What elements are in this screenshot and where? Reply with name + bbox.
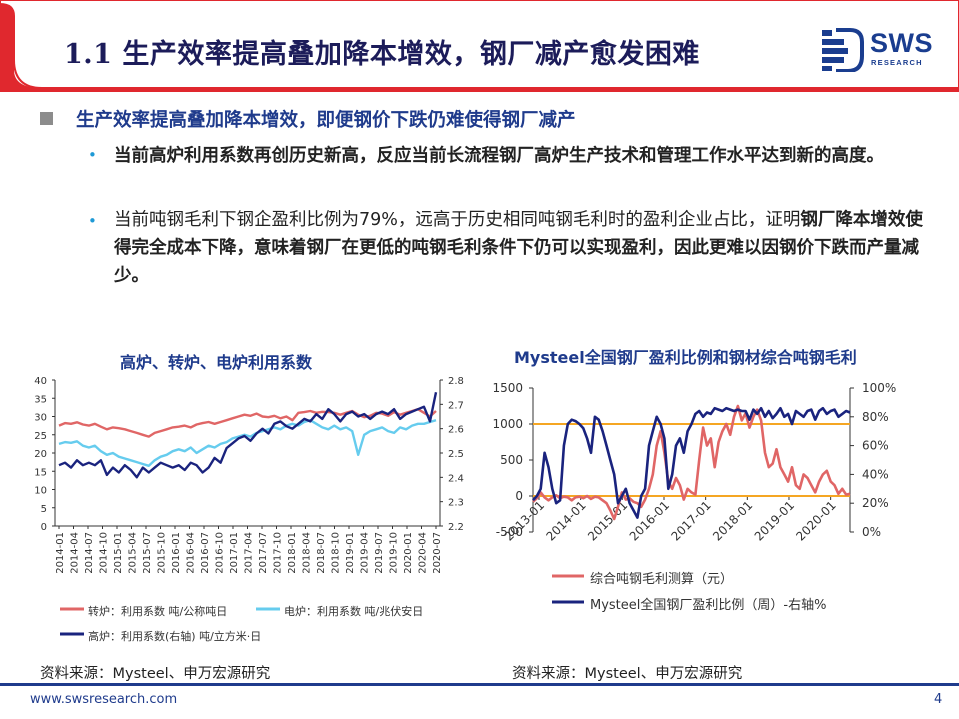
title-decoration — [0, 0, 959, 92]
chart-1-series-line-2 — [58, 391, 438, 479]
legend-swatch-eaf-wrap — [256, 607, 280, 611]
chart-2-x-tick-label: 2018-01 — [710, 498, 755, 543]
chart-2-x-tick-label: 2020-01 — [793, 498, 838, 543]
chart-2-source: 资料来源：Mysteel、申万宏源研究 — [512, 666, 743, 682]
chart-1-x-tick-label: 2014-07 — [84, 532, 95, 574]
chart-1-left-tick-label: 35 — [34, 394, 47, 405]
chart-2-right-tick-label: 80% — [862, 410, 889, 424]
bullet-1-bold: 当前高炉利用系数再创历史新高，反应当前长流程钢厂高炉生产技术和管理工作水平达到新… — [114, 146, 884, 166]
chart-1-x-tick-label: 2020-07 — [432, 532, 443, 574]
chart-2-right-tick-label: 60% — [862, 439, 889, 453]
chart-1-left-tick-label: 30 — [34, 413, 47, 424]
chart-2-right-tick-label: 100% — [862, 381, 896, 395]
chart-1-x-tick-label: 2018-04 — [302, 532, 313, 574]
chart-1-x-tick-label: 2016-10 — [215, 532, 226, 574]
chart-2-left-tick-label: 1500 — [492, 381, 523, 395]
chart-1-x-tick-label: 2017-07 — [258, 532, 269, 574]
chart-2-right-tick-label: 40% — [862, 467, 889, 481]
bullet-2-bold: 钢厂降本增效使得完全成本下降，意味着钢厂在更低的吨钢毛利条件下仍可以实现盈利，因… — [114, 210, 923, 286]
chart-1-series-line-1 — [58, 419, 437, 468]
chart-2-left-tick-label: 1000 — [492, 417, 523, 431]
chart-1-right-tick-label: 2.6 — [448, 425, 464, 436]
chart-2-x-tick-label: 2019-01 — [752, 498, 797, 543]
chart-1-legend-swatches — [60, 607, 84, 636]
chart-1-x-tick-label: 2018-07 — [316, 532, 327, 574]
chart-1-x-tick-label: 2015-01 — [113, 532, 124, 574]
chart-1-x-tick-label: 2019-01 — [345, 532, 356, 574]
chart-1-left-tick-label: 10 — [34, 486, 47, 497]
chart-2-right-tick-label: 0% — [862, 525, 881, 539]
chart-1-right-tick-label: 2.2 — [448, 522, 464, 533]
chart-1-x-tick-label: 2018-01 — [287, 532, 298, 574]
chart-1-x-tick-label: 2016-04 — [186, 532, 197, 574]
chart-1-x-tick-label: 2019-04 — [360, 532, 371, 574]
chart-1-x-tick-label: 2014-04 — [70, 532, 81, 574]
chart-1-right-tick-label: 2.7 — [448, 400, 464, 411]
chart-1-x-tick-label: 2020-01 — [403, 532, 414, 574]
chart-1-x-tick-label: 2017-04 — [244, 532, 255, 574]
chart-1-x-tick-label: 2015-07 — [142, 532, 153, 574]
chart-2-x-tick-label: 2016-01 — [627, 498, 672, 543]
chart-1-x-tick-label: 2019-07 — [374, 532, 385, 574]
chart-2-x-tick-label: 2013-01 — [502, 498, 547, 543]
chart-2-left-tick-label: 0 — [515, 489, 523, 503]
slide-title: 1.1 生产效率提高叠加降本增效，钢厂减产愈发困难 — [64, 39, 700, 70]
chart-1-right-tick-label: 2.4 — [448, 473, 464, 484]
page-number: 4 — [934, 692, 943, 707]
chart-1-left-tick-label: 25 — [34, 431, 47, 442]
chart-1-x-tick-label: 2016-01 — [171, 532, 182, 574]
chart-1-x-tick-label: 2014-01 — [55, 532, 66, 574]
chart-1-left-tick-label: 20 — [34, 449, 47, 460]
bullet-dot-icon: • — [88, 212, 97, 230]
chart-1-x-tick-label: 2017-01 — [229, 532, 240, 574]
chart-1-right-tick-label: 2.8 — [448, 376, 464, 387]
chart-1-x-tick-label: 2015-04 — [128, 532, 139, 574]
chart-1-x-tick-label: 2019-10 — [389, 532, 400, 574]
chart-2-svg: -500 0 500 1000 1500 0% 20% 40% 60% 80% 100% 2013-0… — [492, 381, 896, 544]
sws-logo-icon — [822, 28, 864, 73]
chart-2-right-tick-label: 20% — [862, 496, 889, 510]
chart-1-x-tick-label: 2017-10 — [273, 532, 284, 574]
legend-label-eaf: 电炉：利用系数 吨/兆伏安日 — [284, 605, 424, 618]
bullet-2-text: 当前吨钢毛利下钢企盈利比例为79%，远高于历史相同吨钢毛利时的盈利企业占比，证明… — [114, 206, 924, 290]
legend-label-ratio: Mysteel全国钢厂盈利比例（周）-右轴% — [590, 598, 827, 613]
chart-1-left-tick-label: 40 — [34, 376, 47, 387]
logo-wordmark: SWS — [870, 28, 934, 58]
chart-2-title: Mysteel全国钢厂盈利比例和钢材综合吨钢毛利 — [514, 348, 857, 367]
headline-square-icon — [40, 112, 53, 125]
sws-logo: SWS RESEARCH — [820, 26, 945, 73]
chart-1-title: 高炉、转炉、电炉利用系数 — [120, 353, 313, 372]
legend-label-blast: 高炉：利用系数(右轴) 吨/立方米·日 — [88, 630, 262, 643]
chart-1-right-tick-label: 2.5 — [448, 449, 464, 460]
chart-1-right-tick-label: 2.3 — [448, 498, 464, 509]
bullet-2-normal: 当前吨钢毛利下钢企盈利比例为79%，远高于历史相同吨钢毛利时的盈利企业占比，证明 — [114, 210, 801, 230]
footer-url: www.swsresearch.com — [30, 692, 178, 707]
chart-2-left-tick-label: -500 — [496, 525, 523, 539]
legend-label-converter: 转炉：利用系数 吨/公称吨日 — [88, 605, 228, 618]
chart-1-x-tick-label: 2016-07 — [200, 532, 211, 574]
bullet-dot-icon: • — [88, 146, 97, 164]
footer-divider — [0, 683, 959, 686]
headline: 生产效率提高叠加降本增效，即便钢价下跌仍难使得钢厂减产 — [76, 110, 576, 131]
chart-1-x-tick-label: 2018-10 — [331, 532, 342, 574]
chart-2-legend-swatches — [552, 574, 584, 604]
chart-2-series-line-0 — [532, 404, 851, 521]
chart-1-x-tick-label: 2014-10 — [99, 532, 110, 574]
chart-1-svg: 0 5 10 15 20 25 30 35 40 2.2 2.3 2.4 2.5 2.6 2.7 2.8 201… — [34, 376, 464, 574]
chart-1-left-tick-label: 15 — [34, 467, 47, 478]
title-bar — [0, 0, 959, 92]
chart-1-series-line-0 — [58, 408, 437, 438]
chart-2-x-tick-label: 2014-01 — [543, 498, 588, 543]
bullet-1-text: 当前高炉利用系数再创历史新高，反应当前长流程钢厂高炉生产技术和管理工作水平达到新… — [114, 142, 924, 170]
chart-1-left-tick-label: 0 — [41, 522, 47, 533]
chart-1-source: 资料来源：Mysteel、申万宏源研究 — [40, 666, 271, 682]
logo-subtext: RESEARCH — [871, 58, 923, 67]
legend-label-profit: 综合吨钢毛利测算（元） — [590, 572, 734, 587]
chart-1-x-tick-label: 2015-10 — [157, 532, 168, 574]
chart-2-series-line-1 — [532, 406, 851, 519]
chart-1-left-tick-label: 5 — [41, 504, 47, 515]
chart-2-x-tick-label: 2017-01 — [668, 498, 713, 543]
chart-1-x-tick-label: 2020-04 — [418, 532, 429, 574]
chart-2-left-tick-label: 500 — [500, 453, 523, 467]
